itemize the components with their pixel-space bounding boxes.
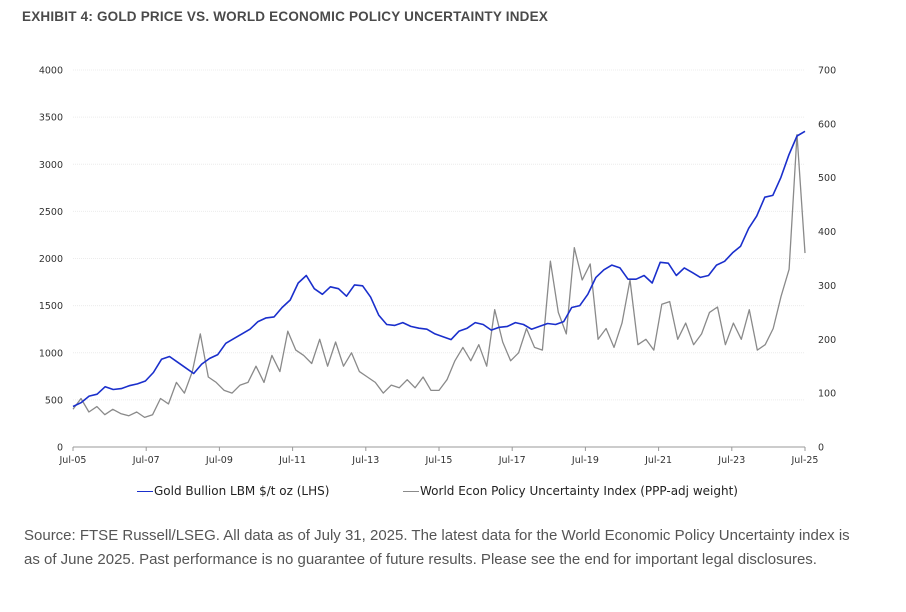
x-tick-label: Jul-07 [132,455,160,466]
x-tick-label: Jul-05 [59,455,87,466]
y-left-tick-label: 3000 [39,160,63,171]
y-right-tick-label: 400 [818,227,836,238]
series-line-gold [72,130,806,408]
x-tick-label: Jul-09 [205,455,233,466]
y-right-tick-label: 500 [818,173,836,184]
series-layer [72,130,806,419]
series-line-epu [72,133,806,419]
x-tick-label: Jul-23 [717,455,745,466]
y-right-tick-label: 200 [818,335,836,346]
y-left-tick-label: 2000 [39,254,63,265]
legend-label-epu: World Econ Policy Uncertainty Index (PPP… [420,484,738,498]
legend-item-gold: Gold Bullion LBM $/t oz (LHS) [137,484,329,498]
chart: 0 500 1000 1500 2000 2500 3000 3500 4000 0 100 200 3… [39,66,836,467]
x-tick-label: Jul-11 [278,455,306,466]
y-right-tick-label: 600 [818,119,836,130]
y-left-tick-label: 3500 [39,113,63,124]
y-left-tick-label: 1500 [39,301,63,312]
y-left-tick-label: 0 [57,443,63,454]
legend-swatch-epu [403,490,419,492]
x-tick-label: Jul-19 [571,455,599,466]
x-tick-label: Jul-17 [498,455,526,466]
y-right-tick-label: 700 [818,66,836,77]
y-left-tick-label: 500 [45,395,63,406]
x-tick-label: Jul-21 [644,455,672,466]
axes: 0 500 1000 1500 2000 2500 3000 3500 4000 0 100 200 3… [39,66,836,467]
x-tick-label: Jul-15 [425,455,453,466]
legend-label-gold: Gold Bullion LBM $/t oz (LHS) [154,484,330,498]
chart-title: EXHIBIT 4: GOLD PRICE VS. WORLD ECONOMIC… [22,9,549,24]
y-right-tick-label: 0 [818,443,824,454]
legend-swatch-gold [137,490,153,492]
x-tick-label: Jul-25 [791,455,819,466]
gridlines [73,69,805,401]
y-left-tick-label: 2500 [39,207,63,218]
y-left-tick-label: 1000 [39,348,63,359]
y-right-tick-label: 300 [818,281,836,292]
legend-item-epu: World Econ Policy Uncertainty Index (PPP… [403,484,738,498]
y-left-tick-label: 4000 [39,66,63,77]
y-right-tick-label: 100 [818,389,836,400]
legend: Gold Bullion LBM $/t oz (LHS) World Econ… [0,484,906,504]
source-footnote: Source: FTSE Russell/LSEG. All data as o… [24,527,850,568]
x-tick-label: Jul-13 [351,455,379,466]
